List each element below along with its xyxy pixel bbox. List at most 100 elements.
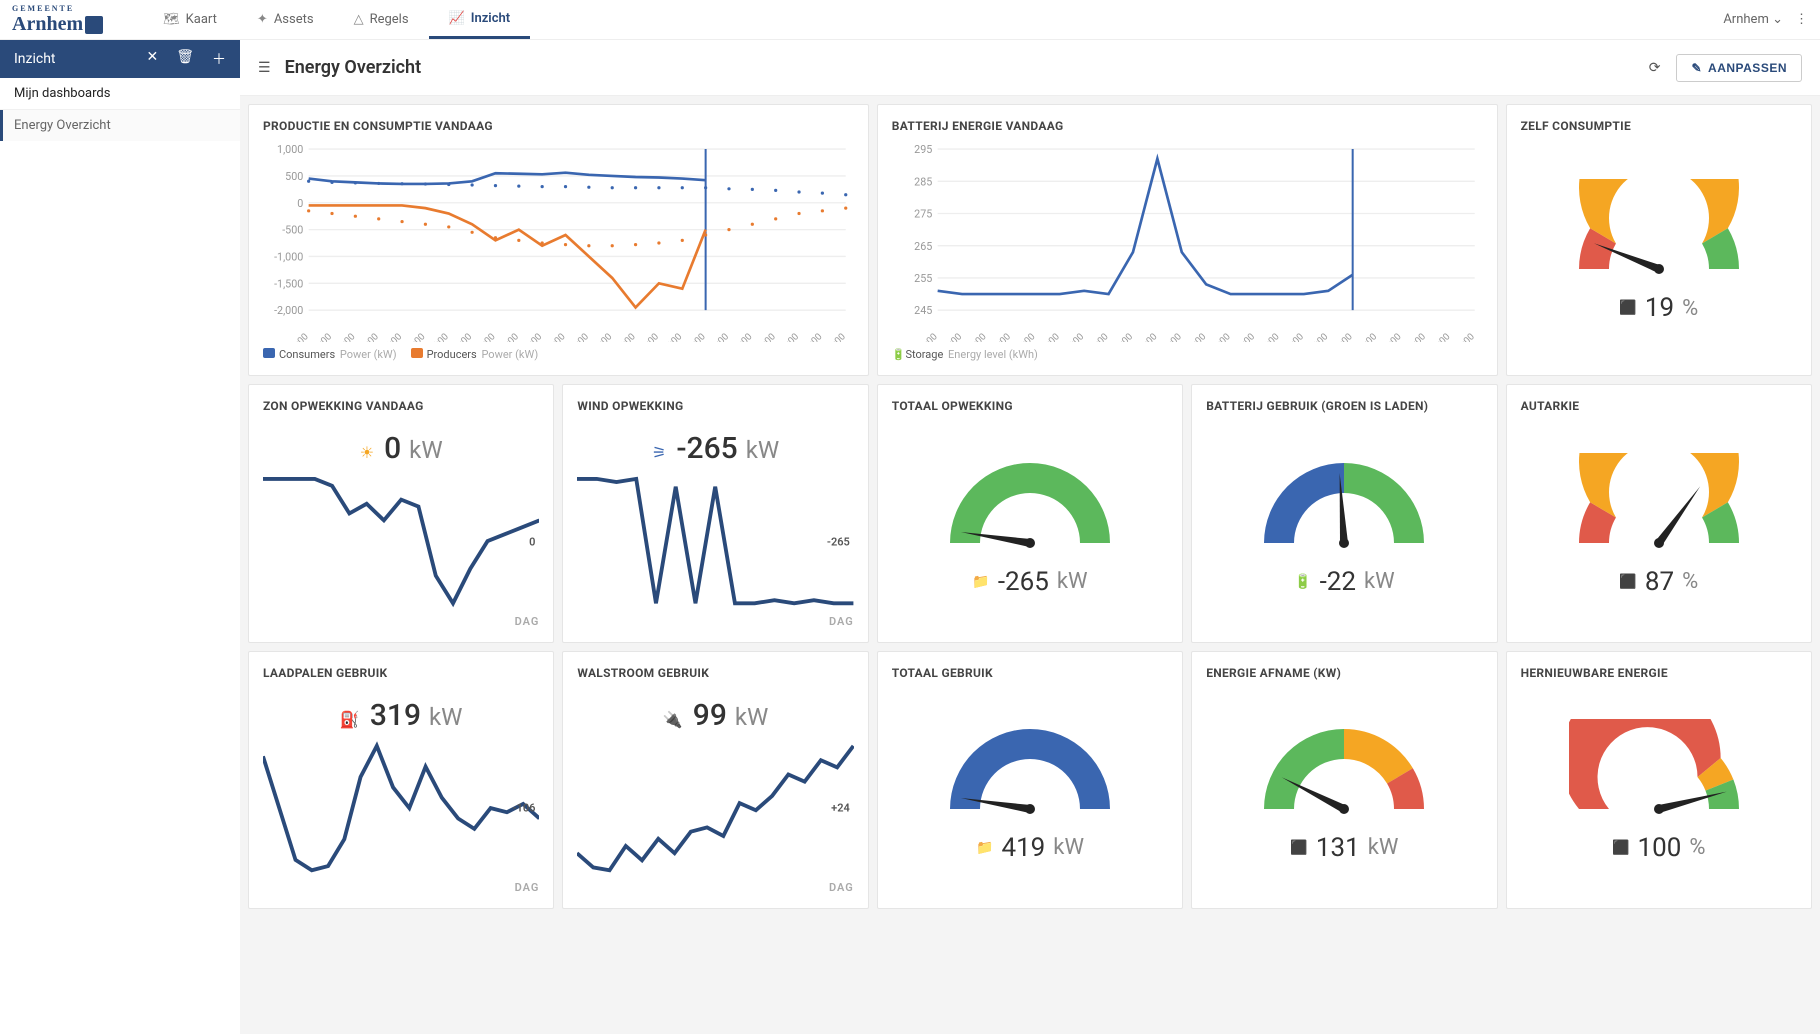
svg-text:01:00: 01:00 bbox=[286, 331, 310, 342]
svg-text:19:00: 19:00 bbox=[1355, 331, 1379, 342]
svg-text:16:00: 16:00 bbox=[1281, 331, 1305, 342]
unit: kW bbox=[1053, 835, 1084, 860]
legend-item: 🔋Storage Energy level (kWh) bbox=[892, 348, 1038, 361]
add-icon[interactable]: ＋ bbox=[212, 49, 226, 69]
svg-text:09:00: 09:00 bbox=[473, 331, 497, 342]
value: 0 bbox=[384, 431, 401, 466]
svg-text:18:00: 18:00 bbox=[1330, 331, 1354, 342]
kebab-menu-icon[interactable]: ⋮ bbox=[1795, 12, 1808, 27]
sparkline: +24 bbox=[577, 739, 853, 877]
delete-icon[interactable]: 🗑 bbox=[176, 49, 194, 69]
value: 99 bbox=[693, 698, 727, 733]
unit: kW bbox=[1364, 569, 1395, 594]
svg-text:00:00: 00:00 bbox=[824, 331, 848, 342]
gauge: ⬛ 100% bbox=[1521, 688, 1797, 894]
regels-icon: △ bbox=[354, 12, 364, 27]
unit: % bbox=[1682, 296, 1698, 321]
card-title: AUTARKIE bbox=[1521, 399, 1797, 413]
svg-text:11:00: 11:00 bbox=[520, 331, 544, 342]
legend-item: Consumers Power (kW) bbox=[263, 348, 397, 361]
svg-text:275: 275 bbox=[914, 208, 932, 221]
svg-text:22:00: 22:00 bbox=[1428, 331, 1452, 342]
scope-selector[interactable]: Arnhem ⌄ bbox=[1723, 12, 1783, 27]
card-title: BATTERIJ ENERGIE VANDAAG bbox=[892, 119, 1483, 133]
gauge: 📁 419 kW bbox=[892, 688, 1168, 894]
svg-text:265: 265 bbox=[914, 240, 932, 253]
svg-text:18:00: 18:00 bbox=[683, 331, 707, 342]
sparkline: -106 bbox=[263, 739, 539, 877]
svg-text:14:00: 14:00 bbox=[590, 331, 614, 342]
svg-text:1,000: 1,000 bbox=[277, 143, 303, 156]
value-icon: 📁 bbox=[976, 840, 993, 856]
svg-text:16:00: 16:00 bbox=[637, 331, 661, 342]
legend-battery: 🔋Storage Energy level (kWh) bbox=[892, 348, 1483, 361]
card-title: TOTAAL GEBRUIK bbox=[892, 666, 1168, 680]
value-icon: ⬛ bbox=[1290, 840, 1307, 856]
value-icon: ⬛ bbox=[1619, 574, 1636, 590]
svg-text:07:00: 07:00 bbox=[427, 331, 451, 342]
value: 100 bbox=[1638, 833, 1682, 863]
svg-text:23:00: 23:00 bbox=[800, 331, 824, 342]
legend-item: Producers Power (kW) bbox=[411, 348, 539, 361]
value: 131 bbox=[1316, 833, 1360, 863]
value-icon: ⬛ bbox=[1619, 300, 1636, 316]
svg-text:05:00: 05:00 bbox=[1013, 331, 1037, 342]
svg-text:295: 295 bbox=[914, 143, 932, 156]
value: 419 bbox=[1001, 833, 1045, 863]
svg-text:01:00: 01:00 bbox=[915, 331, 939, 342]
value: -265 bbox=[676, 431, 737, 466]
logo-overline: GEMEENTE bbox=[12, 4, 103, 13]
nav-tab-regels[interactable]: △Regels bbox=[334, 0, 429, 39]
sidebar-title: Inzicht bbox=[14, 51, 56, 67]
card-title: PRODUCTIE EN CONSUMPTIE VANDAAG bbox=[263, 119, 854, 133]
chart-production-svg: 1,0005000-500-1,000-1,500-2,00001:0002:0… bbox=[263, 141, 854, 342]
card-title: BATTERIJ GEBRUIK (GROEN IS LADEN) bbox=[1206, 399, 1482, 413]
card-totaal-opwekking: TOTAAL OPWEKKING 📁 -265kW bbox=[877, 384, 1183, 642]
spark-label: 0 bbox=[529, 535, 535, 548]
svg-text:03:00: 03:00 bbox=[333, 331, 357, 342]
unit: kW bbox=[1057, 569, 1088, 594]
svg-text:08:00: 08:00 bbox=[450, 331, 474, 342]
value: 319 bbox=[370, 698, 421, 733]
svg-text:-2,000: -2,000 bbox=[274, 304, 303, 317]
main: Inzicht ✕ 🗑 ＋ Mijn dashboards Energy Ove… bbox=[0, 40, 1820, 1034]
footer-label: DAG bbox=[263, 881, 539, 894]
card-title: ZELF CONSUMPTIE bbox=[1521, 119, 1797, 133]
svg-text:12:00: 12:00 bbox=[543, 331, 567, 342]
sidebar-section-heading: Mijn dashboards bbox=[0, 78, 240, 110]
inzicht-icon: 📈 bbox=[449, 11, 465, 26]
card-energie-afname: ENERGIE AFNAME (KW) ⬛ 131kW bbox=[1191, 651, 1497, 909]
logo-text: Arnhem bbox=[12, 13, 83, 35]
dashboard-grid: PRODUCTIE EN CONSUMPTIE VANDAAG 1,000500… bbox=[240, 96, 1820, 917]
sidebar-item[interactable]: Energy Overzicht bbox=[0, 110, 240, 141]
nav-tab-kaart[interactable]: 🗺Kaart bbox=[143, 0, 237, 39]
svg-text:07:00: 07:00 bbox=[1062, 331, 1086, 342]
gauge: 🔋 -22kW bbox=[1206, 421, 1482, 627]
svg-text:05:00: 05:00 bbox=[380, 331, 404, 342]
unit: % bbox=[1682, 569, 1698, 594]
card-hernieuwbaar: HERNIEUWBARE ENERGIE ⬛ 100% bbox=[1506, 651, 1812, 909]
logo-badge-icon bbox=[85, 16, 103, 34]
svg-text:06:00: 06:00 bbox=[1037, 331, 1061, 342]
nav-tab-assets[interactable]: ✦Assets bbox=[237, 0, 334, 39]
card-title: WALSTROOM GEBRUIK bbox=[577, 666, 853, 680]
card-walstroom: WALSTROOM GEBRUIK 🔌 99kW +24 DAG bbox=[562, 651, 868, 909]
card-title: TOTAAL OPWEKKING bbox=[892, 399, 1168, 413]
svg-text:-1,500: -1,500 bbox=[274, 277, 303, 290]
close-icon[interactable]: ✕ bbox=[146, 49, 158, 69]
card-title: HERNIEUWBARE ENERGIE bbox=[1521, 666, 1797, 680]
svg-text:09:00: 09:00 bbox=[1111, 331, 1135, 342]
nav-tab-inzicht[interactable]: 📈Inzicht bbox=[429, 0, 531, 39]
refresh-icon[interactable]: ⟳ bbox=[1649, 60, 1661, 76]
edit-button[interactable]: ✎ AANPASSEN bbox=[1676, 54, 1802, 82]
pencil-icon: ✎ bbox=[1691, 61, 1702, 75]
logo: GEMEENTE Arnhem bbox=[12, 4, 143, 36]
legend-production: Consumers Power (kW) Producers Power (kW) bbox=[263, 348, 854, 361]
svg-text:17:00: 17:00 bbox=[1306, 331, 1330, 342]
svg-text:-1,000: -1,000 bbox=[274, 251, 303, 264]
footer-label: DAG bbox=[577, 881, 853, 894]
unit: kW bbox=[429, 703, 462, 731]
hamburger-icon[interactable]: ☰ bbox=[258, 60, 271, 76]
page-title: Energy Overzicht bbox=[285, 57, 422, 78]
svg-text:22:00: 22:00 bbox=[777, 331, 801, 342]
